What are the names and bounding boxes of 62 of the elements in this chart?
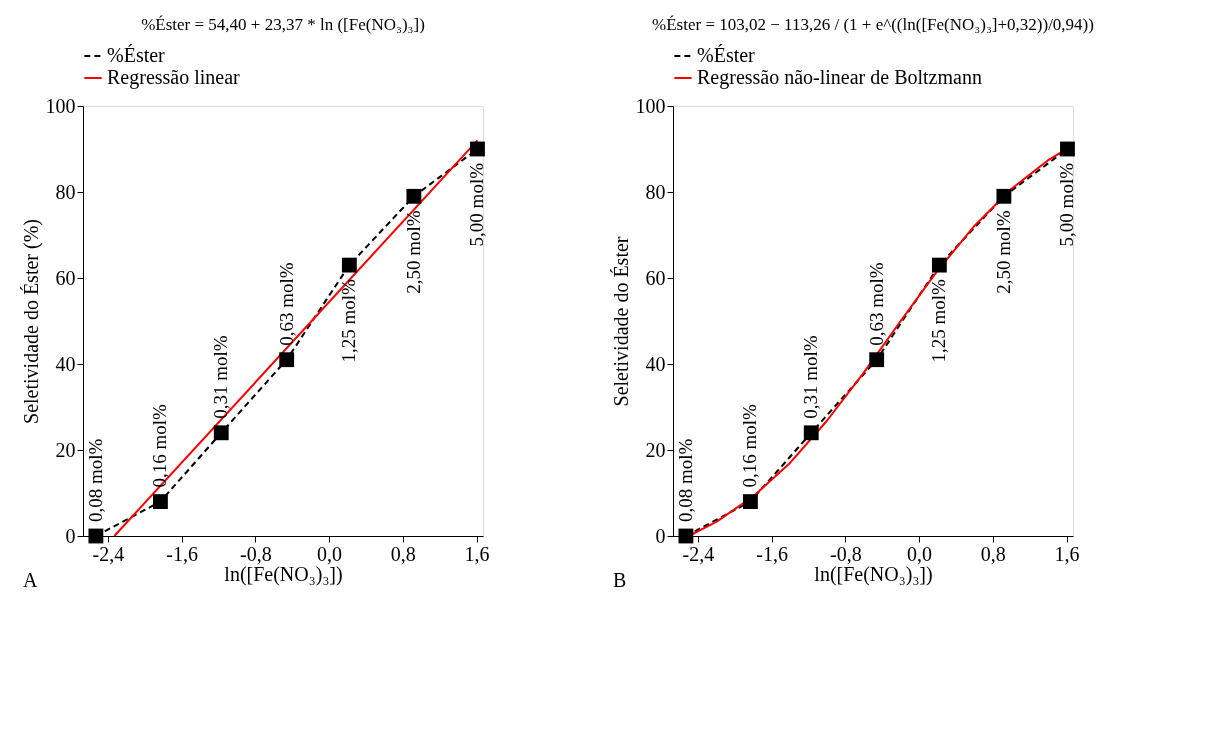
annotation: 0,16 mol% [739, 404, 761, 488]
legend-label: Regressão linear [107, 66, 241, 89]
point [803, 425, 819, 441]
legend-label: %Éster [697, 44, 756, 66]
annotation: 5,00 mol% [466, 162, 488, 247]
point [213, 425, 229, 441]
annotation: 2,50 mol% [992, 210, 1014, 294]
chart-title: %Éster = 103,02 − 113,26 / (1 + e^((ln([Fe(NO₃)₃]+0,32))/0,94)) [652, 15, 1094, 34]
x-tick-label: 0,8 [390, 542, 416, 565]
text: A [23, 569, 38, 591]
x-tick-label: -2,4 [682, 542, 715, 565]
point [279, 352, 295, 368]
point [88, 528, 104, 544]
point [996, 188, 1012, 204]
x-tick-label: 0,8 [980, 542, 1006, 565]
x-tick-label: 1,6 [1054, 542, 1080, 565]
legend-label: %Éster [107, 44, 166, 66]
legend-label: Regressão não-linear de Boltzmann [697, 66, 982, 89]
y-tick-label: 80 [55, 180, 76, 203]
point [678, 528, 694, 544]
y-tick-label: 20 [55, 438, 76, 461]
y-tick-label: 40 [645, 352, 666, 375]
annotation: 0,08 mol% [674, 438, 696, 522]
y-tick-label: 80 [645, 180, 666, 203]
point [931, 257, 947, 273]
x-tick-label: -1,6 [756, 542, 788, 565]
annotation: 0,16 mol% [149, 404, 171, 488]
y-tick-label: 60 [645, 266, 666, 289]
x-tick-label: -0,8 [830, 542, 862, 565]
annotation: 0,63 mol% [865, 262, 887, 346]
annotation: 0,08 mol% [84, 438, 106, 522]
annotation: 1,25 mol% [338, 278, 360, 363]
x-tick-label: -1,6 [166, 542, 198, 565]
annotation: 1,25 mol% [928, 278, 950, 363]
annotation: 0,31 mol% [800, 335, 822, 419]
annotation: 2,50 mol% [402, 210, 424, 294]
annotation: 0,31 mol% [210, 335, 232, 419]
y-tick-label: 0 [655, 524, 666, 547]
x-tick-label: -2,4 [92, 542, 125, 565]
y-axis-title: Seletividade do Éster [609, 236, 632, 407]
point [470, 141, 485, 157]
point [869, 352, 885, 368]
text: B [613, 569, 627, 591]
point [406, 188, 422, 204]
x-tick-label: 0,0 [317, 542, 343, 565]
annotation: 5,00 mol% [1056, 162, 1078, 247]
x-tick-label: 0,0 [907, 542, 933, 565]
x-tick-label: 1,6 [464, 542, 490, 565]
y-tick-label: 100 [45, 94, 76, 117]
chart-title: %Éster = 54,40 + 23,37 * ln ([Fe(NO₃)₃]) [141, 15, 425, 34]
y-tick-label: 60 [55, 266, 76, 289]
annotation: 0,63 mol% [275, 262, 297, 346]
point [743, 494, 758, 510]
point [153, 494, 168, 510]
point [1060, 141, 1075, 157]
point [341, 257, 357, 273]
y-tick-label: 100 [635, 94, 666, 117]
y-tick-label: 20 [645, 438, 666, 461]
y-axis-title: Seletividade do Éster (%) [19, 219, 43, 424]
y-tick-label: 0 [65, 524, 76, 547]
y-tick-label: 40 [55, 352, 76, 375]
x-tick-label: -0,8 [240, 542, 272, 565]
